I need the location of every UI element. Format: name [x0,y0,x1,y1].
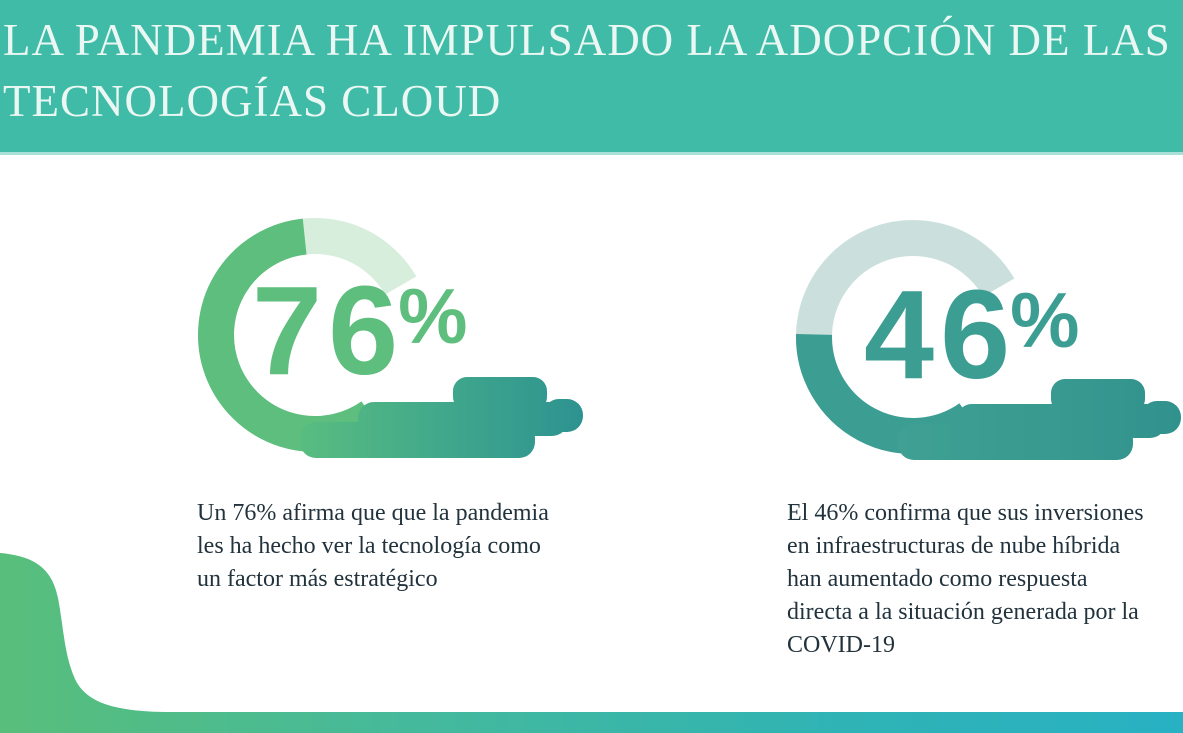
page-title-line-1: LA PANDEMIA HA IMPULSADO LA ADOPCIÓN DE … [3,15,1171,65]
wave-shape [0,553,1183,733]
page-title-line-2: TECNOLOGÍAS CLOUD [3,76,502,126]
header-banner: LA PANDEMIA HA IMPULSADO LA ADOPCIÓN DE … [0,0,1183,155]
donut-gauge-cloud-chart-46 [796,220,1181,460]
chart-caption-76: Un 76% afirma que que la pandemia les ha… [197,500,549,592]
percent-sign: % [398,272,468,360]
bottom-wave-decoration [0,553,1183,733]
page-title: LA PANDEMIA HA IMPULSADO LA ADOPCIÓN DE … [0,0,1183,132]
percentage-digits: 46 [864,264,1017,405]
cloud-icon [300,377,583,458]
cloud-icon [898,379,1181,460]
percentage-value-76: 76 % [252,260,468,401]
percent-sign: % [1010,276,1080,364]
donut-gauge-cloud-chart-76 [198,218,583,458]
chart-caption-46: El 46% confirma que sus inversiones en i… [787,500,1144,658]
percentage-digits: 76 [252,260,405,401]
percentage-value-46: 46 % [864,264,1080,405]
